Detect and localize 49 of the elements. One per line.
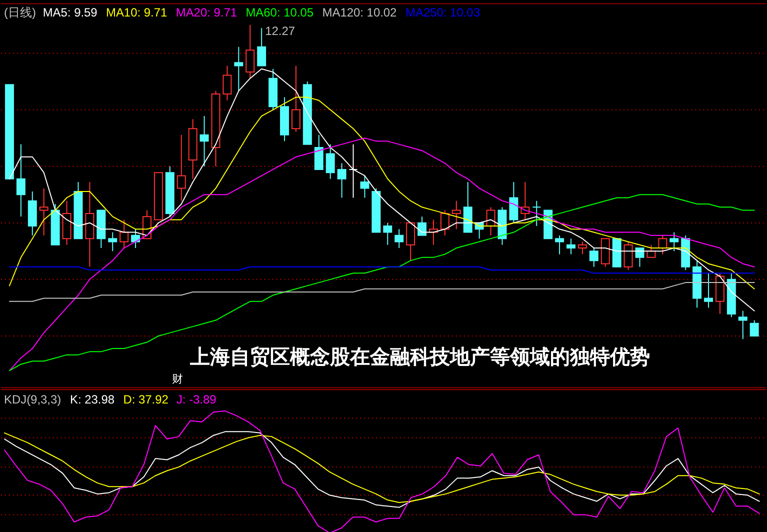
candlestick bbox=[383, 222, 392, 246]
candlestick bbox=[738, 310, 748, 340]
candlestick bbox=[337, 162, 346, 198]
candlestick bbox=[39, 188, 48, 236]
candlestick bbox=[314, 134, 324, 170]
candlestick bbox=[291, 65, 300, 132]
candlestick bbox=[704, 272, 713, 308]
chart-title: (日线) bbox=[4, 6, 36, 20]
annotation: 12.27 bbox=[265, 24, 296, 38]
text: 财 bbox=[172, 372, 184, 386]
text: K: 23.98 bbox=[70, 392, 115, 407]
candlestick bbox=[200, 116, 209, 167]
candlestick bbox=[394, 228, 404, 248]
candlestick bbox=[750, 320, 759, 336]
series-label: J: -3.89 bbox=[176, 392, 217, 407]
candlestick bbox=[326, 144, 335, 180]
candlestick bbox=[440, 210, 450, 236]
candlestick bbox=[176, 134, 186, 202]
candlestick bbox=[16, 144, 26, 218]
candlestick bbox=[406, 222, 416, 262]
chart-title: KDJ(9,3,3) bbox=[4, 392, 62, 407]
candlestick bbox=[646, 244, 656, 258]
candlestick bbox=[348, 144, 358, 198]
text: MA10: 9.71 bbox=[106, 6, 168, 20]
candlestick bbox=[452, 200, 461, 230]
candlestick bbox=[589, 248, 598, 268]
text: MA250: 10.03 bbox=[406, 6, 480, 20]
candlestick bbox=[566, 238, 576, 255]
text: MA20: 9.71 bbox=[176, 6, 238, 20]
candlestick bbox=[509, 182, 518, 224]
candlestick bbox=[108, 232, 118, 252]
candlestick bbox=[120, 219, 129, 248]
candlestick bbox=[532, 200, 542, 227]
candlestick bbox=[555, 234, 564, 255]
candlestick bbox=[246, 24, 255, 79]
candlestick bbox=[257, 28, 266, 66]
text: D: 37.92 bbox=[123, 392, 169, 407]
candlestick bbox=[222, 65, 232, 101]
candlestick bbox=[360, 175, 370, 198]
candlestick bbox=[234, 46, 244, 92]
candlestick bbox=[624, 241, 633, 270]
text: 上海自贸区概念股在金融科技地产等领域的独特优势 bbox=[188, 346, 650, 369]
text: MA120: 10.02 bbox=[322, 6, 398, 20]
text: MA60: 10.05 bbox=[246, 6, 314, 20]
candlestick bbox=[578, 241, 587, 255]
candlestick bbox=[418, 216, 426, 236]
candlestick bbox=[658, 234, 668, 255]
text: MA5: 9.59 bbox=[42, 6, 98, 20]
candlestick bbox=[670, 232, 679, 252]
